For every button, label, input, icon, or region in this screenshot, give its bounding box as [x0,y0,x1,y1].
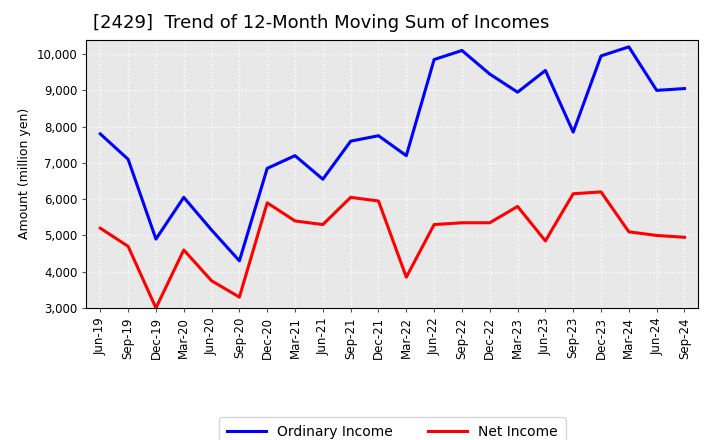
Ordinary Income [124,157,132,162]
Text: [2429]  Trend of 12-Month Moving Sum of Incomes: [2429] Trend of 12-Month Moving Sum of I… [92,15,549,33]
Net Income [624,229,633,235]
Ordinary Income [680,86,689,91]
Net Income [402,275,410,280]
Line: Ordinary Income: Ordinary Income [100,47,685,261]
Ordinary Income [597,53,606,59]
Ordinary Income [541,68,550,73]
Ordinary Income [263,166,271,171]
Net Income [513,204,522,209]
Line: Net Income: Net Income [100,192,685,308]
Ordinary Income [569,129,577,135]
Net Income [346,195,355,200]
Net Income [374,198,383,204]
Ordinary Income [624,44,633,49]
Ordinary Income [402,153,410,158]
Ordinary Income [152,236,161,242]
Ordinary Income [485,71,494,77]
Net Income [652,233,661,238]
Net Income [430,222,438,227]
Ordinary Income [235,258,243,264]
Net Income [458,220,467,225]
Net Income [485,220,494,225]
Ordinary Income [430,57,438,62]
Ordinary Income [318,176,327,182]
Net Income [318,222,327,227]
Ordinary Income [96,131,104,136]
Net Income [541,238,550,244]
Net Income [291,218,300,224]
Net Income [124,244,132,249]
Net Income [152,305,161,311]
Ordinary Income [207,227,216,233]
Net Income [263,200,271,205]
Ordinary Income [179,195,188,200]
Net Income [569,191,577,196]
Ordinary Income [374,133,383,138]
Net Income [680,235,689,240]
Net Income [96,226,104,231]
Ordinary Income [458,48,467,53]
Net Income [597,189,606,194]
Legend: Ordinary Income, Net Income: Ordinary Income, Net Income [219,417,566,440]
Net Income [179,247,188,253]
Net Income [235,294,243,300]
Ordinary Income [513,90,522,95]
Ordinary Income [652,88,661,93]
Y-axis label: Amount (million yen): Amount (million yen) [18,108,31,239]
Net Income [207,278,216,283]
Ordinary Income [291,153,300,158]
Ordinary Income [346,139,355,144]
